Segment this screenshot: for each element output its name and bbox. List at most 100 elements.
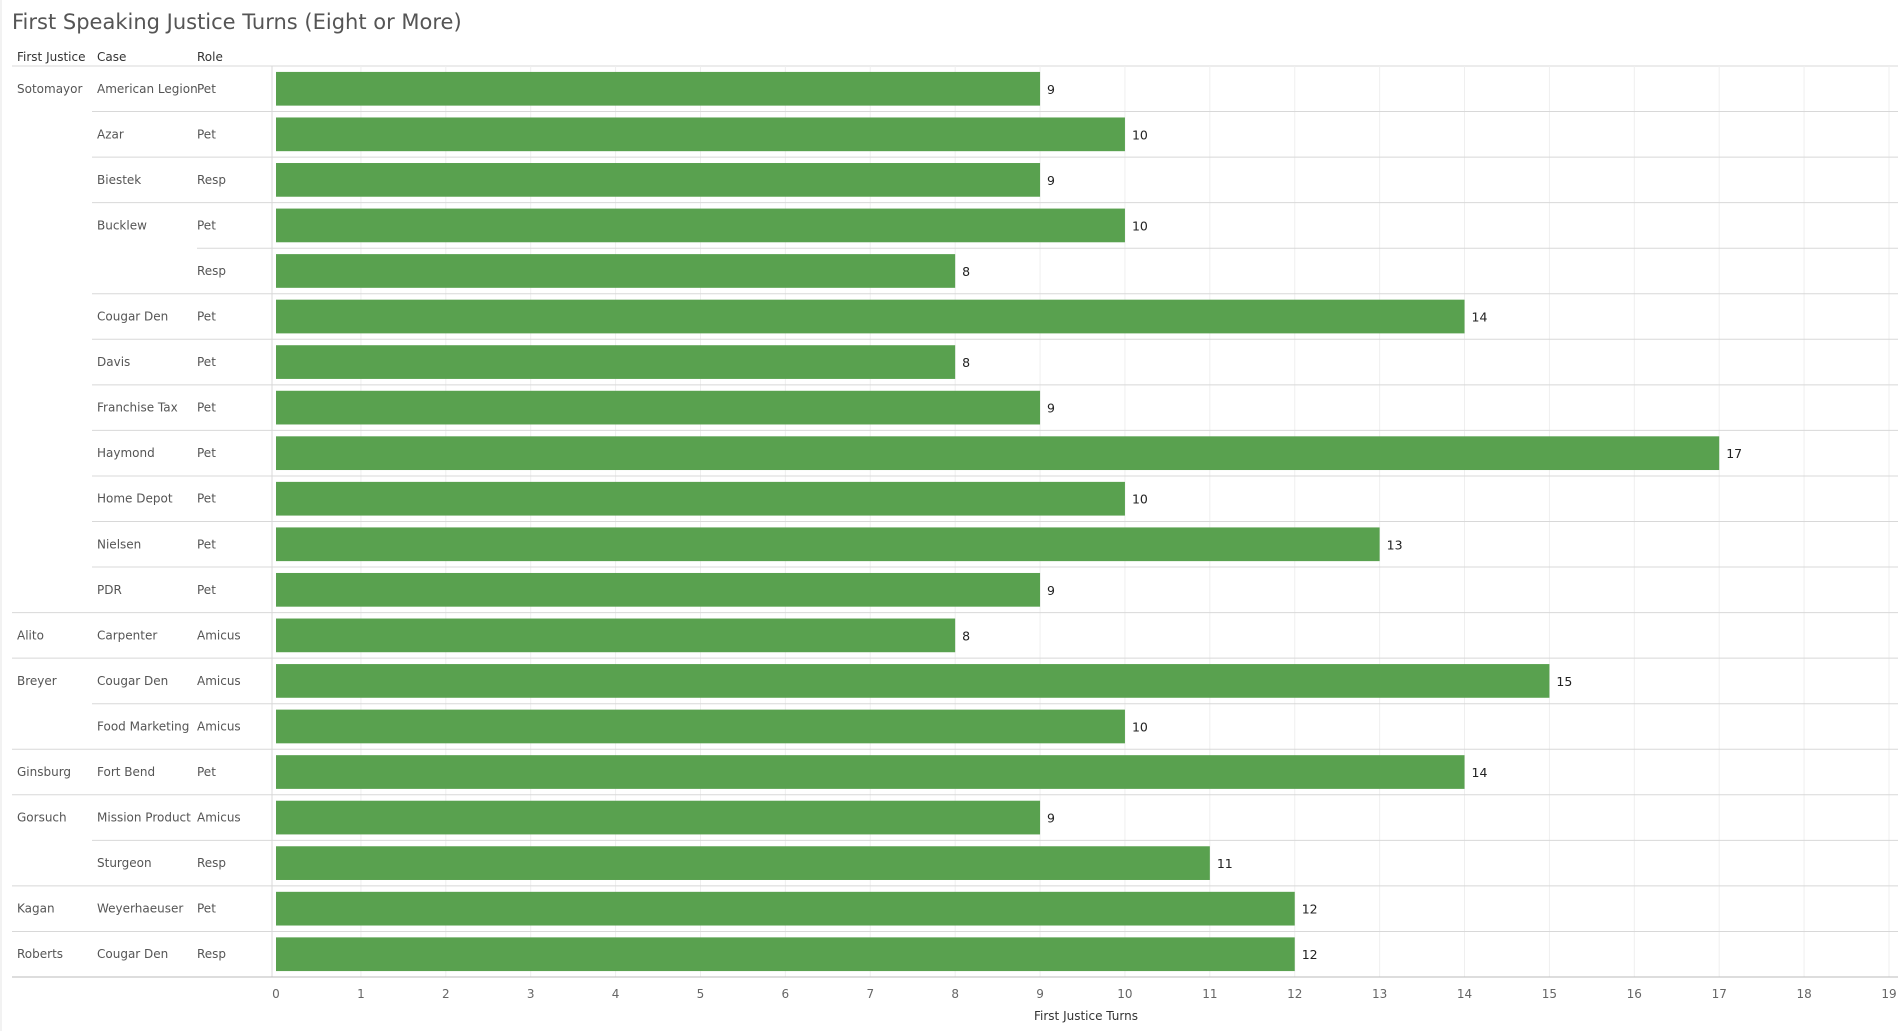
tick-label: 3 [527,987,535,1001]
role-label: Pet [197,765,216,779]
case-label: Bucklew [97,218,147,232]
case-label: Carpenter [97,628,157,642]
bar[interactable] [276,891,1295,926]
bar[interactable] [276,436,1720,471]
bar[interactable] [276,481,1125,516]
case-label: Cougar Den [97,310,168,324]
bar[interactable] [276,937,1295,972]
data-label: 9 [1047,583,1055,598]
role-label: Pet [197,82,216,96]
role-label: Pet [197,355,216,369]
case-label: PDR [97,583,122,597]
justice-label: Roberts [17,947,63,961]
justice-label: Breyer [17,674,57,688]
role-label: Amicus [197,674,241,688]
role-label: Pet [197,902,216,916]
role-label: Pet [197,492,216,506]
case-label: Fort Bend [97,765,155,779]
role-label: Resp [197,264,226,278]
case-label: Mission Product [97,811,191,825]
data-label: 8 [962,264,970,279]
case-label: Biestek [97,173,141,187]
role-label: Resp [197,856,226,870]
case-label: Davis [97,355,130,369]
tick-label: 11 [1202,987,1217,1001]
column-header: Role [197,50,223,64]
bar[interactable] [276,664,1550,698]
tick-label: 18 [1796,987,1811,1001]
case-label: Cougar Den [97,674,168,688]
data-label: 10 [1132,218,1148,233]
chart-title: First Speaking Justice Turns (Eight or M… [12,10,462,34]
bar[interactable] [276,163,1041,197]
tick-label: 9 [1036,987,1044,1001]
bar[interactable] [276,390,1041,425]
tick-label: 19 [1881,987,1896,1001]
bar[interactable] [276,755,1465,789]
tick-label: 0 [272,987,280,1001]
tick-label: 15 [1542,987,1557,1001]
column-header: First Justice [17,50,85,64]
justice-label: Sotomayor [17,82,82,96]
bar[interactable] [276,800,1041,835]
case-label: Food Marketing [97,719,189,733]
role-label: Amicus [197,719,241,733]
tick-label: 8 [951,987,959,1001]
tick-label: 12 [1287,987,1302,1001]
justice-label: Kagan [17,902,55,916]
case-label: Haymond [97,446,155,460]
tick-label: 1 [357,987,365,1001]
data-label: 11 [1217,856,1233,871]
data-label: 10 [1132,719,1148,734]
bar[interactable] [276,208,1125,243]
bar[interactable] [276,117,1125,152]
data-label: 10 [1132,492,1148,507]
bar[interactable] [276,846,1210,880]
x-axis-title: First Justice Turns [1034,1009,1138,1023]
case-label: Franchise Tax [97,401,178,415]
tick-label: 14 [1457,987,1472,1001]
tick-label: 7 [866,987,874,1001]
role-label: Pet [197,310,216,324]
bar[interactable] [276,254,956,288]
data-label: 13 [1387,537,1403,552]
bar[interactable] [276,345,956,379]
case-label: Azar [97,127,124,141]
case-label: Cougar Den [97,947,168,961]
data-label: 15 [1556,674,1572,689]
justice-label: Alito [17,628,44,642]
data-label: 14 [1472,310,1488,325]
tick-label: 17 [1712,987,1727,1001]
tick-label: 16 [1627,987,1642,1001]
column-header: Case [97,50,126,64]
role-label: Resp [197,947,226,961]
bar[interactable] [276,618,956,653]
bar[interactable] [276,71,1041,106]
justice-label: Ginsburg [17,765,71,779]
role-label: Resp [197,173,226,187]
role-label: Pet [197,401,216,415]
case-label: American Legion [97,82,198,96]
tick-label: 10 [1117,987,1132,1001]
role-label: Pet [197,537,216,551]
tick-label: 6 [782,987,790,1001]
bar[interactable] [276,527,1380,562]
data-label: 12 [1302,902,1318,917]
data-label: 9 [1047,811,1055,826]
data-label: 17 [1726,446,1742,461]
case-label: Weyerhaeuser [97,902,183,916]
case-label: Sturgeon [97,856,152,870]
role-label: Pet [197,127,216,141]
role-label: Pet [197,583,216,597]
tick-label: 2 [442,987,450,1001]
data-label: 9 [1047,173,1055,188]
bar[interactable] [276,299,1465,334]
tick-label: 4 [612,987,620,1001]
data-label: 12 [1302,947,1318,962]
justice-label: Gorsuch [17,811,67,825]
role-label: Amicus [197,811,241,825]
case-label: Home Depot [97,492,173,506]
bar[interactable] [276,572,1041,607]
bar[interactable] [276,709,1125,744]
